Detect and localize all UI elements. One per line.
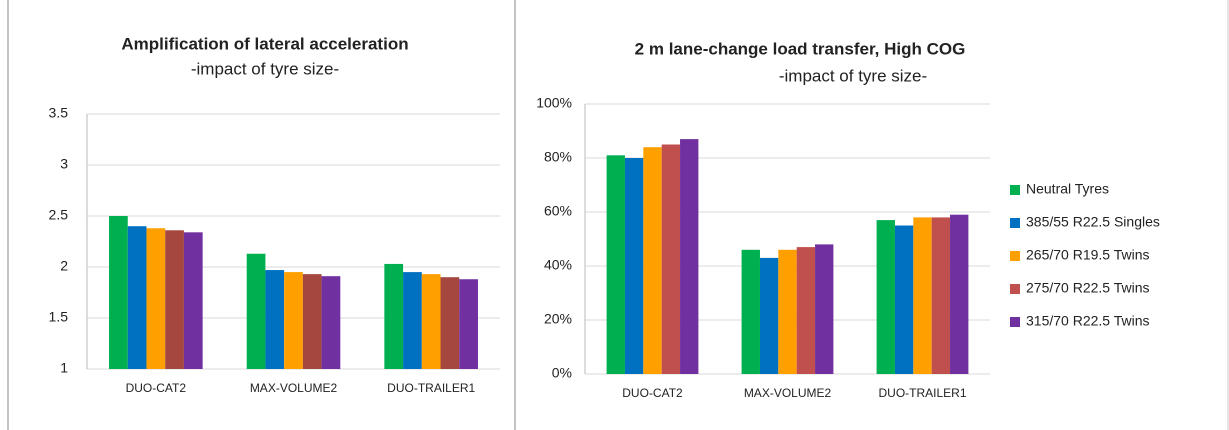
bar: [661, 144, 681, 374]
x-tick-label: DUO-CAT2: [126, 381, 187, 395]
bar: [950, 214, 969, 374]
bar: [680, 139, 699, 374]
legend-swatch: [1010, 317, 1020, 327]
legend-label: 315/70 R22.5 Twins: [1026, 313, 1150, 329]
chart-subtitle: -impact of tyre size-: [779, 66, 927, 85]
bar: [284, 272, 303, 369]
legend-label: 385/55 R22.5 Singles: [1026, 214, 1160, 230]
bar: [796, 247, 816, 374]
bar: [440, 277, 460, 369]
x-tick-label: MAX-VOLUME2: [250, 381, 338, 395]
y-tick-label: 80%: [544, 149, 572, 165]
bar: [246, 253, 266, 369]
y-tick-label: 0%: [552, 365, 572, 381]
legend-swatch: [1010, 185, 1020, 195]
bar: [302, 274, 322, 369]
y-tick-label: 3: [60, 156, 68, 172]
legend-swatch: [1010, 284, 1020, 294]
legend-label: 275/70 R22.5 Twins: [1026, 280, 1150, 296]
y-tick-label: 20%: [544, 311, 572, 327]
bar: [759, 257, 779, 374]
bar: [913, 217, 932, 374]
bar: [403, 272, 422, 369]
legend-swatch: [1010, 251, 1020, 261]
chart-title: 2 m lane-change load transfer, High COG: [635, 39, 966, 58]
x-tick-label: DUO-TRAILER1: [878, 386, 966, 400]
bar: [109, 216, 128, 369]
y-tick-label: 3.5: [49, 105, 69, 121]
bar: [146, 228, 166, 369]
y-tick-label: 60%: [544, 203, 572, 219]
bar: [894, 225, 914, 374]
x-tick-label: MAX-VOLUME2: [744, 386, 832, 400]
bar: [165, 230, 184, 369]
bar: [606, 155, 625, 374]
bar: [876, 220, 895, 374]
chart-subtitle: -impact of tyre size-: [191, 59, 339, 78]
y-tick-label: 2: [60, 258, 68, 274]
bar: [421, 274, 441, 369]
legend-label: Neutral Tyres: [1026, 181, 1109, 197]
bar: [384, 263, 404, 369]
x-tick-label: DUO-TRAILER1: [387, 381, 475, 395]
bar: [778, 249, 797, 374]
bar: [931, 217, 951, 374]
bar: [265, 270, 285, 369]
bar: [741, 249, 760, 374]
bar: [815, 244, 834, 374]
bar: [127, 226, 147, 369]
bar: [183, 232, 203, 369]
chart-title: Amplification of lateral acceleration: [121, 34, 408, 53]
bar: [459, 279, 478, 369]
x-tick-label: DUO-CAT2: [622, 386, 683, 400]
y-tick-label: 100%: [536, 95, 572, 111]
y-tick-label: 2.5: [49, 207, 69, 223]
legend-swatch: [1010, 218, 1020, 228]
y-tick-label: 1: [60, 360, 68, 376]
y-tick-label: 1.5: [49, 309, 69, 325]
bar: [624, 158, 644, 374]
legend-label: 265/70 R19.5 Twins: [1026, 247, 1150, 263]
bar: [321, 276, 341, 369]
bar: [643, 147, 662, 374]
y-tick-label: 40%: [544, 257, 572, 273]
